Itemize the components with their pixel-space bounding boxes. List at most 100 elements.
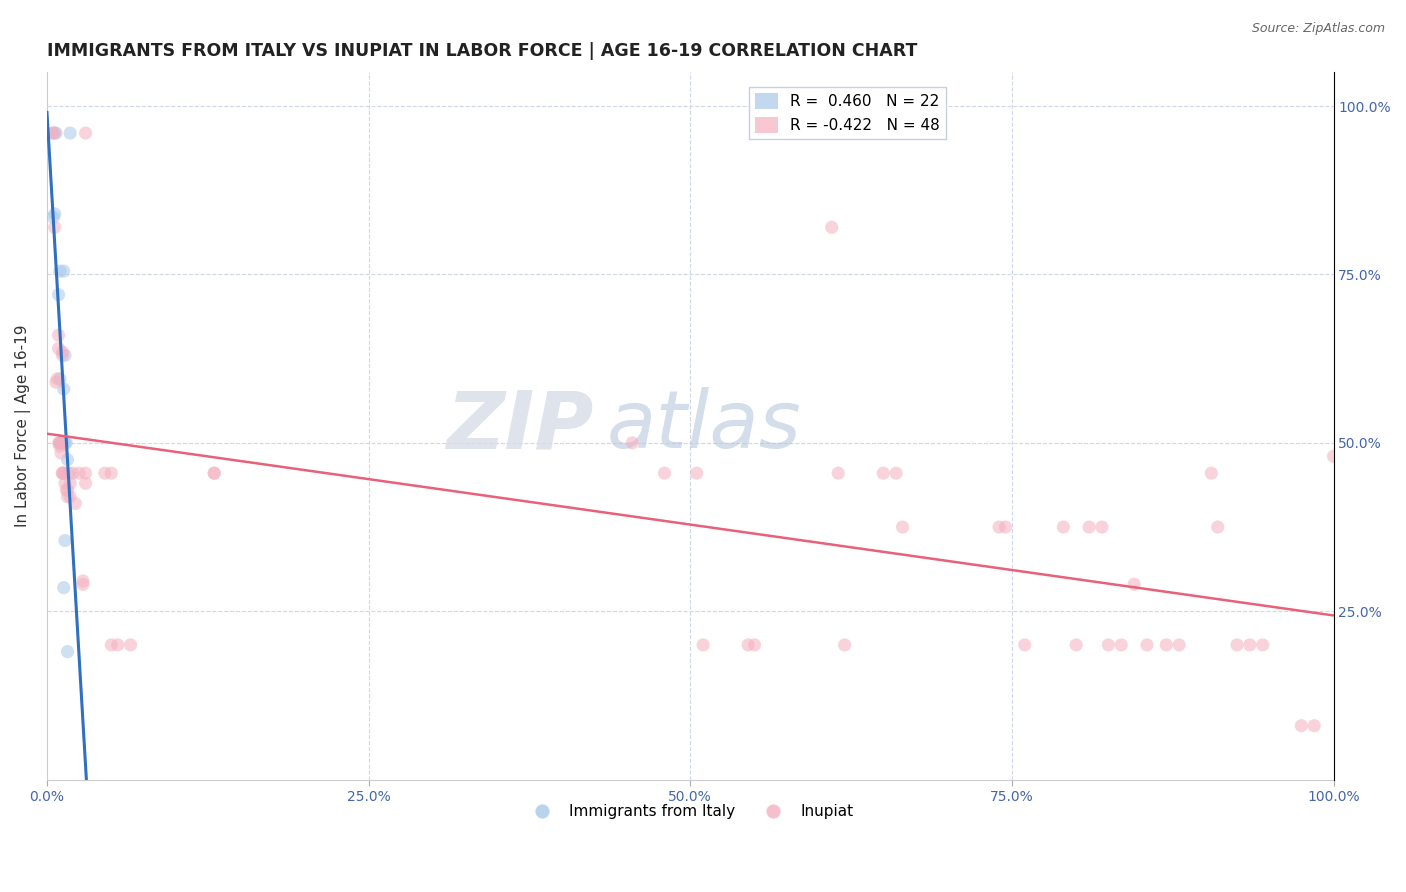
Point [49,435,72,450]
Point [1201,466,1223,480]
Point [44,220,66,235]
Point [48,328,70,343]
Point [49,446,72,460]
Point [41,126,63,140]
Text: Source: ZipAtlas.com: Source: ZipAtlas.com [1251,22,1385,36]
Point [202,466,225,480]
Point [1226,638,1249,652]
Point [53,348,76,362]
Point [56,645,79,659]
Point [621,435,644,450]
Legend: Immigrants from Italy, Inupiat: Immigrants from Italy, Inupiat [520,797,860,825]
Text: IMMIGRANTS FROM ITALY VS INUPIAT IN LABOR FORCE | AGE 16-19 CORRELATION CHART: IMMIGRANTS FROM ITALY VS INUPIAT IN LABO… [46,42,917,60]
Point [1136,638,1159,652]
Point [94,466,117,480]
Point [1251,638,1274,652]
Point [44,207,66,221]
Point [46,372,69,386]
Point [100,638,122,652]
Point [52,382,75,396]
Point [737,638,759,652]
Point [58,466,80,480]
Point [1303,719,1326,733]
Point [52,466,75,480]
Point [1322,450,1344,464]
Point [53,476,76,491]
Point [1206,520,1229,534]
Point [56,490,79,504]
Point [49,435,72,450]
Point [59,490,82,504]
Point [59,476,82,491]
Point [1291,719,1313,733]
Point [75,476,97,491]
Point [52,581,75,595]
Point [56,452,79,467]
Point [821,220,844,235]
Y-axis label: In Labor Force | Age 16-19: In Labor Force | Age 16-19 [15,325,31,527]
Point [72,574,94,588]
Point [1123,577,1146,591]
Point [55,483,77,497]
Point [52,264,75,278]
Point [1091,520,1114,534]
Point [65,496,87,510]
Point [42,211,65,225]
Point [44,126,66,140]
Point [51,435,73,450]
Point [49,372,72,386]
Point [202,466,225,480]
Point [51,466,73,480]
Point [834,638,856,652]
Point [75,466,97,480]
Point [72,577,94,591]
Point [1064,638,1087,652]
Point [59,126,82,140]
Point [1154,638,1177,652]
Point [654,466,676,480]
Point [891,520,914,534]
Point [120,638,142,652]
Point [51,348,73,362]
Point [1052,520,1074,534]
Point [48,342,70,356]
Point [51,466,73,480]
Point [872,466,894,480]
Point [49,264,72,278]
Point [49,435,72,450]
Point [45,126,67,140]
Point [686,466,709,480]
Point [42,126,65,140]
Point [75,126,97,140]
Point [49,435,72,450]
Point [51,345,73,359]
Point [62,466,84,480]
Point [692,638,714,652]
Point [53,533,76,548]
Point [67,466,90,480]
Point [1168,638,1191,652]
Point [107,638,129,652]
Point [1109,638,1132,652]
Point [48,287,70,301]
Point [1097,638,1119,652]
Point [49,439,72,453]
Point [100,466,122,480]
Point [1239,638,1261,652]
Point [53,435,76,450]
Point [56,483,79,497]
Point [827,466,849,480]
Point [884,466,907,480]
Point [52,435,75,450]
Point [48,435,70,450]
Point [45,376,67,390]
Point [744,638,766,652]
Point [994,520,1017,534]
Point [55,435,77,450]
Text: atlas: atlas [606,387,801,465]
Point [53,466,76,480]
Point [988,520,1011,534]
Point [1078,520,1101,534]
Text: ZIP: ZIP [446,387,593,465]
Point [1014,638,1036,652]
